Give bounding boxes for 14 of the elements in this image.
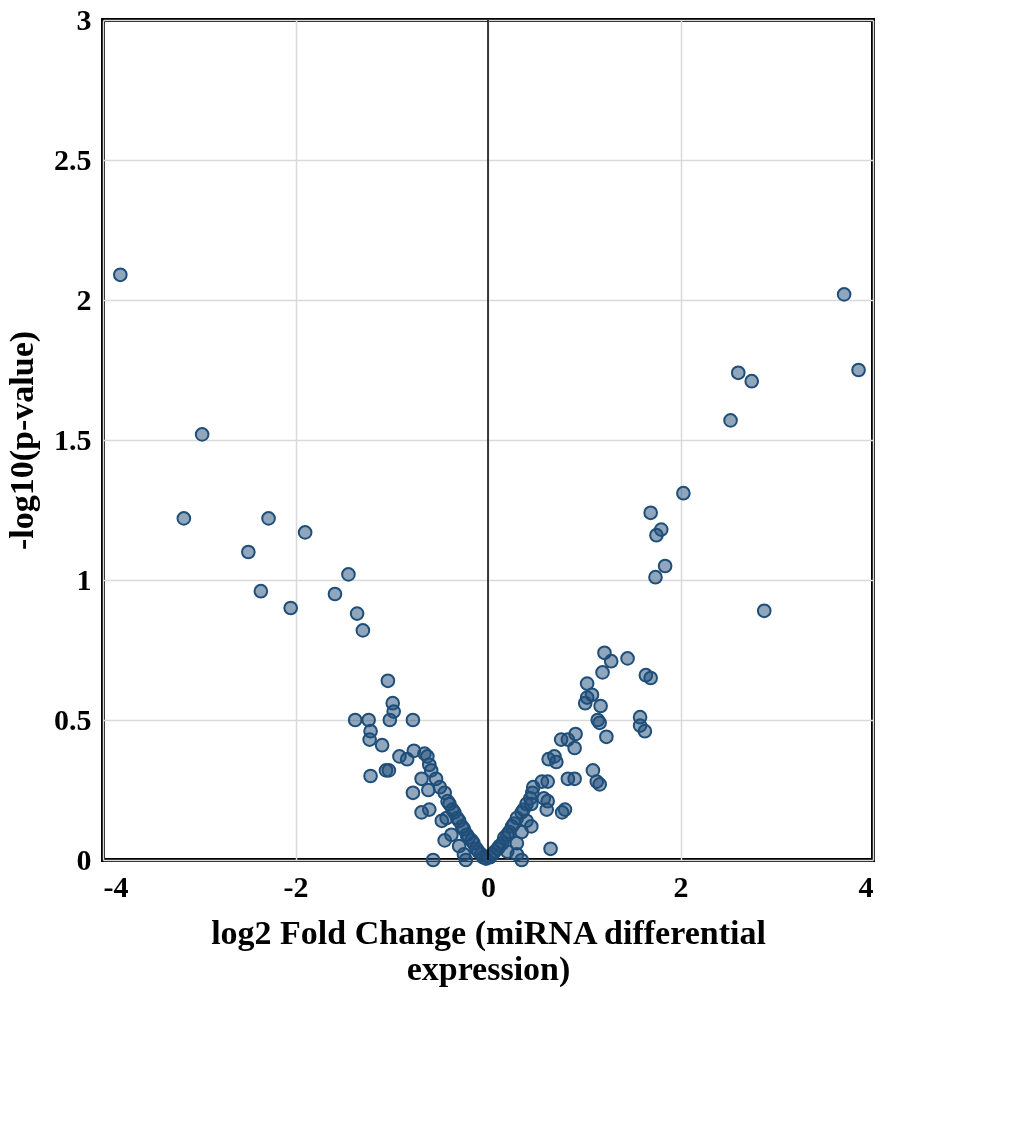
y-tick-label: 3 (76, 2, 92, 36)
y-tick-label: 0 (76, 842, 92, 876)
x-tick-label: 0 (481, 869, 496, 903)
x-tick-label: -2 (283, 869, 309, 903)
y-tick-label: 1 (76, 562, 92, 596)
x-tick-label: -4 (103, 869, 129, 903)
y-tick-label: 1.5 (54, 422, 92, 456)
y-tick-label: 2 (76, 282, 92, 316)
x-axis-title: log2 Fold Change (miRNA differential expression) (211, 913, 766, 988)
x-tick-label: 2 (673, 869, 689, 903)
x-tick-label: 4 (858, 869, 874, 903)
y-tick-label: 2.5 (54, 142, 92, 176)
y-tick-label: 0.5 (54, 702, 92, 736)
y-axis-title: -log10(p-value) (3, 330, 41, 551)
